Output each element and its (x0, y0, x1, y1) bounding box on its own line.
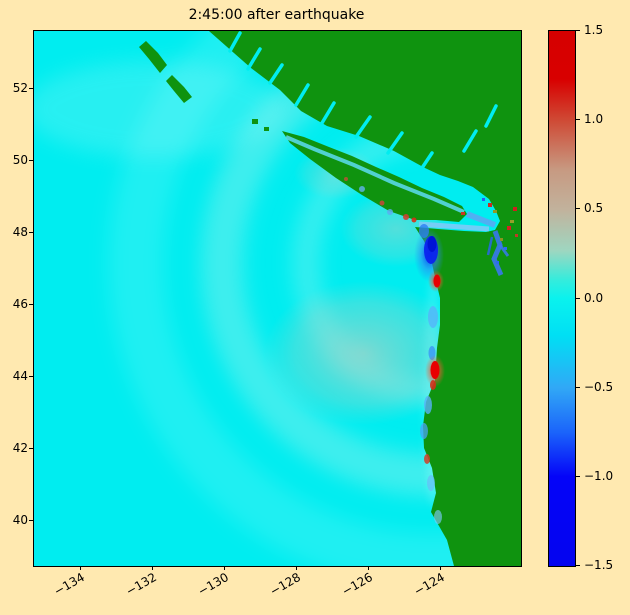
colorbar-tick-label: −1.0 (584, 468, 614, 483)
small-island (264, 127, 269, 131)
x-tick (368, 566, 369, 570)
x-tick (224, 566, 225, 570)
fjords (228, 31, 498, 173)
y-tick-label: 40 (12, 512, 28, 527)
y-tick-label: 44 (12, 368, 28, 383)
straits (285, 135, 510, 277)
y-tick (29, 375, 33, 377)
colorbar-tick-label: 0.5 (584, 201, 604, 216)
map-svg (34, 31, 521, 566)
x-tick (152, 566, 153, 570)
y-tick (29, 87, 33, 89)
x-tick-label: −134 (51, 570, 87, 599)
y-tick-label: 52 (12, 80, 28, 95)
tsunami-anomalies (344, 177, 445, 524)
land-mainland (209, 31, 521, 566)
colorbar-tick (576, 208, 580, 210)
y-tick (29, 447, 33, 449)
land-haida-gwaii-north (139, 41, 167, 73)
hood-canal (486, 236, 494, 256)
inland-specks (461, 198, 518, 264)
x-tick-label: −130 (195, 570, 231, 599)
colorbar-tick (576, 386, 580, 388)
y-tick-label: 50 (12, 152, 28, 167)
x-tick (80, 566, 81, 570)
colorbar-tick (576, 475, 580, 477)
colorbar-tick-label: −0.5 (584, 379, 614, 394)
x-tick (296, 566, 297, 570)
colorbar-tick-label: 1.0 (584, 112, 604, 127)
x-tick-label: −128 (267, 570, 303, 599)
colorbar-tick (576, 30, 580, 31)
johnstone-strait (285, 135, 465, 214)
puget-sound (491, 230, 504, 277)
y-tick (29, 231, 33, 233)
x-tick (440, 566, 441, 570)
colorbar-tick (576, 119, 580, 121)
colorbar-tick-label: −1.5 (584, 558, 614, 572)
y-tick-label: 42 (12, 440, 28, 455)
trough-blue-deep (427, 236, 437, 252)
colorbar-tick-label: 1.5 (584, 23, 604, 37)
y-tick (29, 159, 33, 161)
y-tick (29, 303, 33, 305)
colorbar-tick (576, 565, 580, 566)
colorbar-tick (576, 297, 580, 299)
y-tick (29, 519, 33, 521)
y-tick-label: 46 (12, 296, 28, 311)
land-haida-gwaii-south (166, 75, 192, 103)
x-tick-label: −126 (339, 570, 375, 599)
strait-of-juan-de-fuca (418, 221, 490, 232)
colorbar (548, 30, 576, 567)
offshore-hump (264, 281, 464, 425)
strait-of-georgia (465, 211, 497, 228)
puget-sound-branch (498, 244, 510, 257)
north-ocean-haze (34, 61, 284, 157)
x-tick-label: −132 (123, 570, 159, 599)
colorbar-tick-label: 0.0 (584, 290, 604, 305)
plot-title: 2:45:00 after earthquake (188, 7, 365, 23)
y-tick-label: 48 (12, 224, 28, 239)
small-island (252, 119, 258, 124)
x-tick-label: −124 (411, 570, 447, 599)
map-plot-area (33, 30, 522, 567)
